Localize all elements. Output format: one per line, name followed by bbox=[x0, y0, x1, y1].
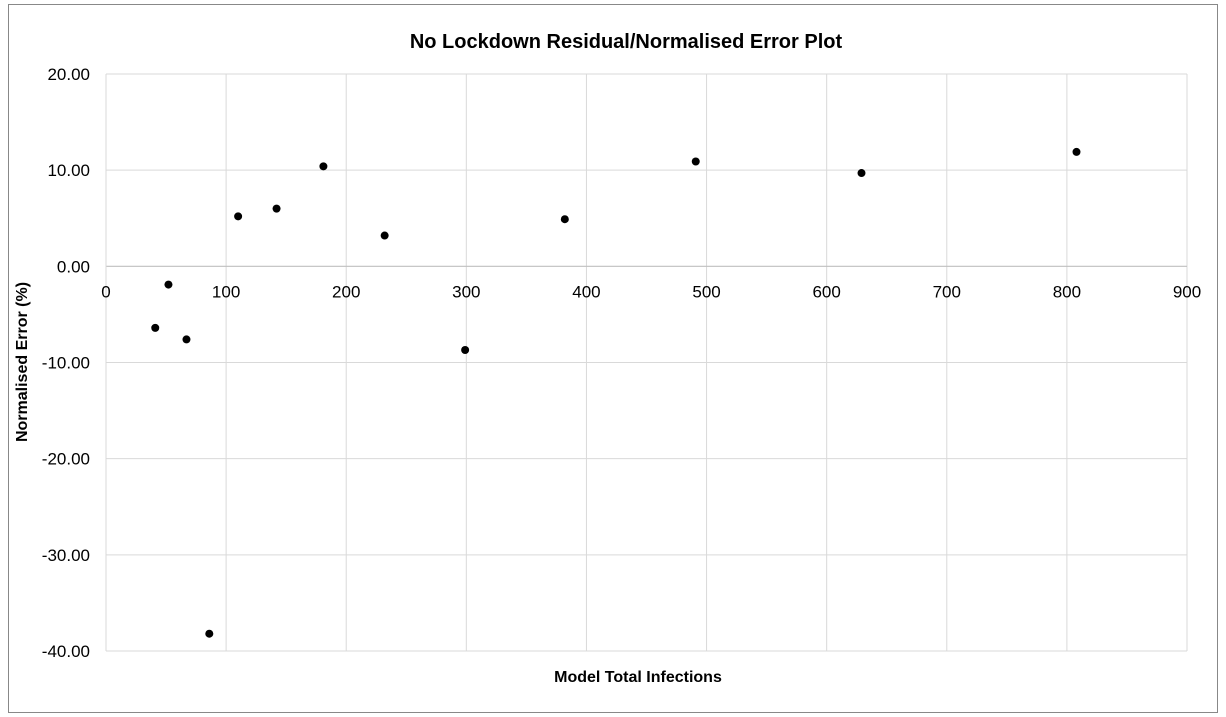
x-tick-label: 700 bbox=[933, 282, 961, 301]
gridlines bbox=[105, 73, 1188, 652]
y-tick-label: -10.00 bbox=[42, 354, 90, 373]
y-tick-label: -30.00 bbox=[42, 546, 90, 565]
data-point bbox=[1072, 147, 1081, 156]
x-tick-label: 100 bbox=[212, 282, 240, 301]
y-tick-label: 0.00 bbox=[57, 257, 90, 276]
data-point bbox=[691, 157, 700, 166]
x-tick-label: 800 bbox=[1053, 282, 1081, 301]
y-tick-labels: 20.00 10.00 0.00 -10.00 -20.00 -30.00 -40.00 bbox=[42, 65, 90, 661]
y-tick-label: 20.00 bbox=[47, 65, 90, 84]
data-point bbox=[164, 280, 173, 289]
y-tick-label: 10.00 bbox=[47, 161, 90, 180]
data-point bbox=[151, 323, 160, 332]
data-point bbox=[182, 335, 191, 344]
x-axis-label: Model Total Infections bbox=[554, 669, 722, 686]
data-point bbox=[234, 212, 243, 221]
x-tick-label: 600 bbox=[812, 282, 840, 301]
x-tick-labels: 0 100 200 300 400 500 600 700 800 900 bbox=[101, 282, 1201, 301]
data-point bbox=[380, 231, 389, 240]
data-point bbox=[560, 215, 569, 224]
x-tick-label: 400 bbox=[572, 282, 600, 301]
x-tick-label: 300 bbox=[452, 282, 480, 301]
y-tick-label: -20.00 bbox=[42, 450, 90, 469]
data-point bbox=[205, 629, 214, 638]
data-point bbox=[272, 204, 281, 213]
x-tick-label: 900 bbox=[1173, 282, 1201, 301]
y-axis-label: Normalised Error (%) bbox=[14, 282, 31, 442]
chart-title: No Lockdown Residual/Normalised Error Pl… bbox=[410, 31, 843, 53]
data-points bbox=[151, 147, 1081, 638]
data-point bbox=[857, 169, 866, 178]
chart-frame bbox=[8, 4, 1218, 713]
x-tick-label: 500 bbox=[692, 282, 720, 301]
x-tick-label: 0 bbox=[101, 282, 110, 301]
data-point bbox=[319, 162, 328, 171]
data-point bbox=[461, 345, 470, 354]
y-tick-label: -40.00 bbox=[42, 642, 90, 661]
x-tick-label: 200 bbox=[332, 282, 360, 301]
